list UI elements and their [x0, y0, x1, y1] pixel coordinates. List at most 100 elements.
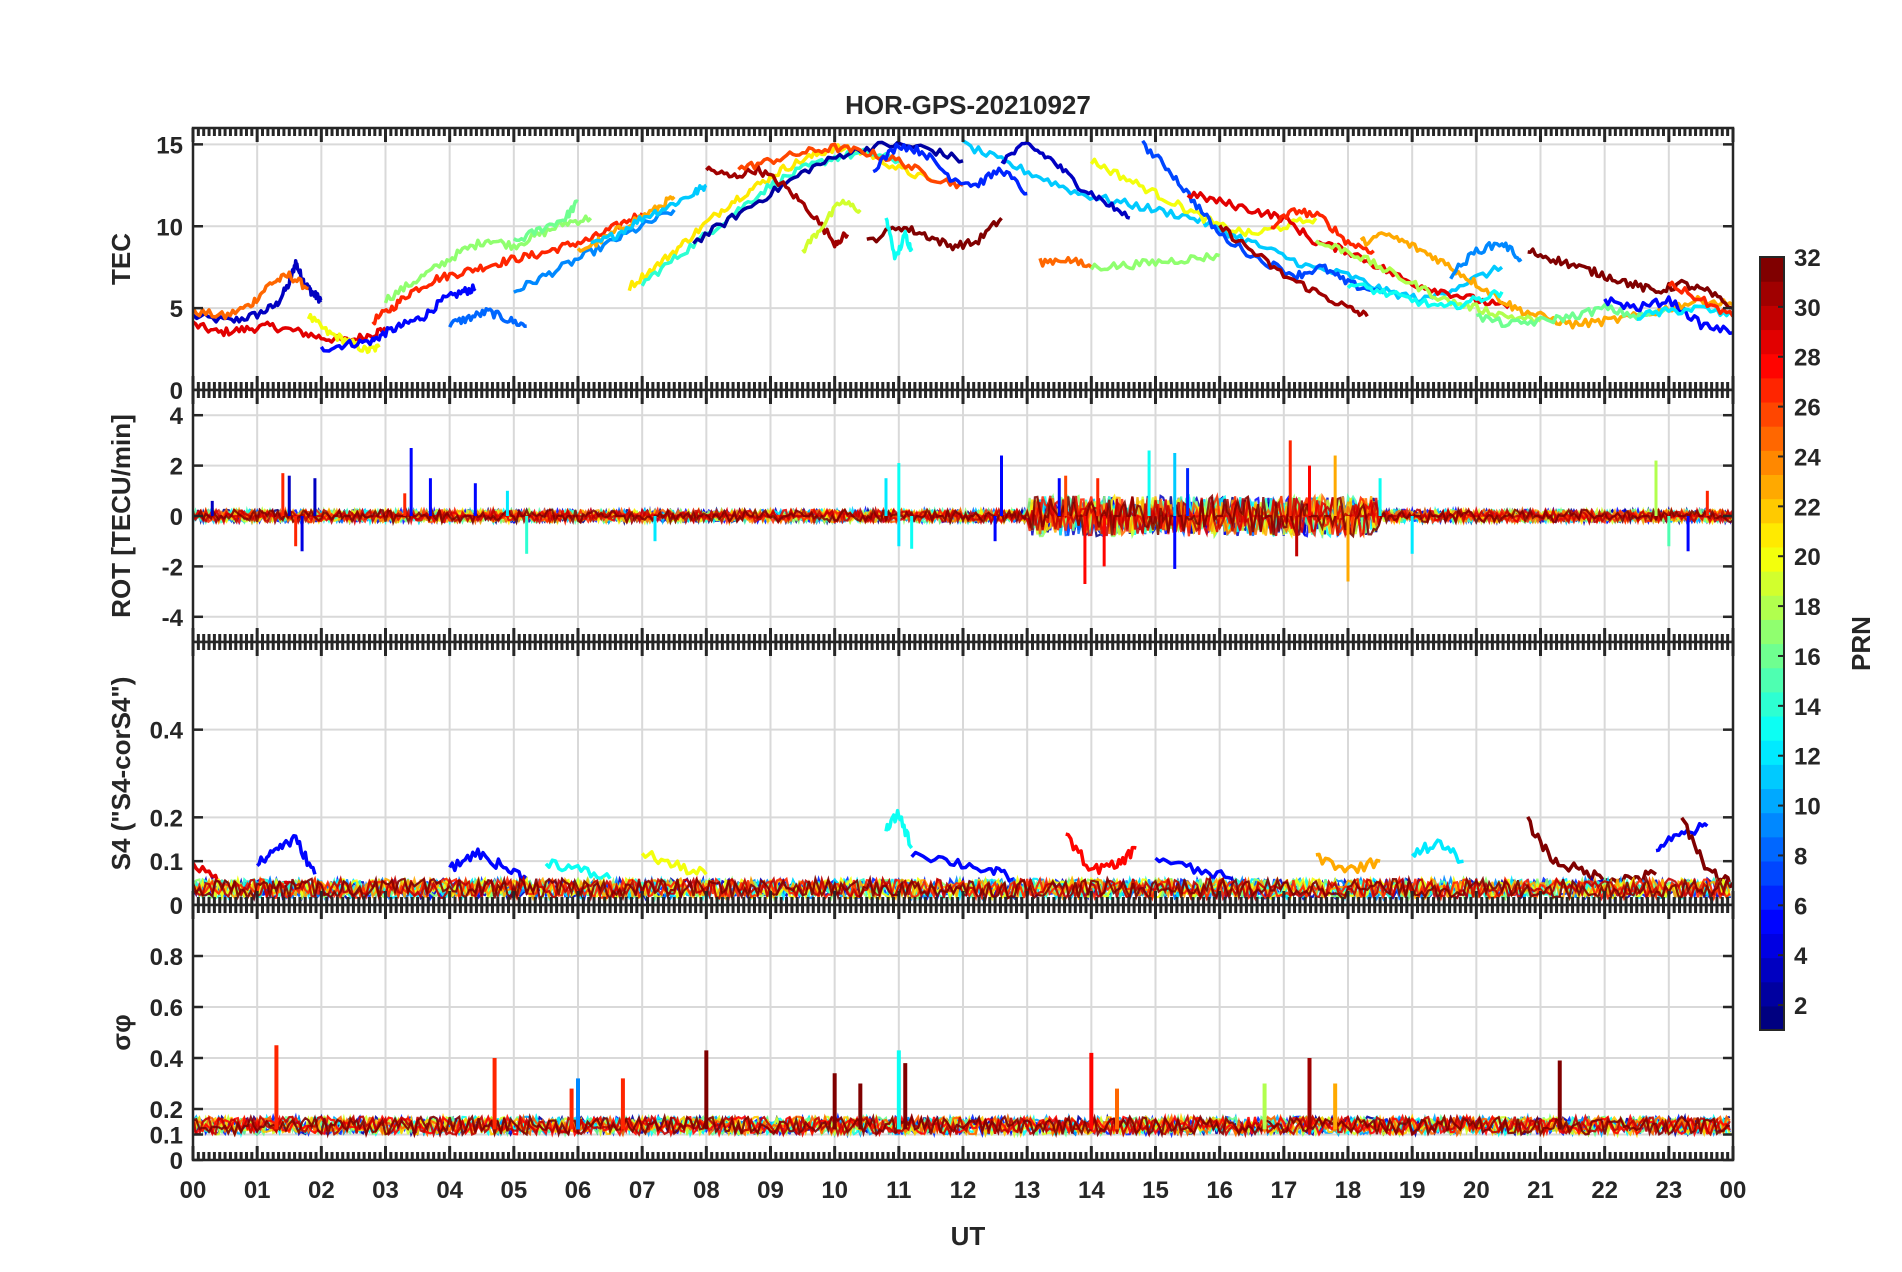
y-tick-label: 0.4	[150, 1046, 184, 1073]
panel-data	[193, 139, 1733, 355]
y-tick-label: 5	[170, 296, 183, 323]
colorbar-tick-label: 28	[1794, 345, 1821, 372]
chart-title: HOR-GPS-20210927	[845, 90, 1091, 120]
series-line-prn-9	[1449, 241, 1523, 280]
colorbar-step	[1760, 353, 1784, 379]
colorbar-step	[1760, 909, 1784, 934]
x-tick-label: 03	[372, 1177, 399, 1204]
rot-noise-prn-32	[193, 493, 1733, 539]
series-line-prn-11	[590, 183, 708, 245]
colorbar-tick-label: 12	[1794, 744, 1821, 771]
series-line-prn-5	[910, 850, 1015, 883]
x-tick-label: 08	[693, 1177, 720, 1204]
x-tick-label: 07	[629, 1177, 656, 1204]
x-tick-label: 22	[1591, 1177, 1618, 1204]
x-tick-label: 15	[1142, 1177, 1169, 1204]
x-tick-label: 20	[1463, 1177, 1490, 1204]
series-line-prn-5	[256, 833, 317, 875]
colorbar-tick-label: 24	[1794, 444, 1821, 471]
colorbar-tick-label: 16	[1794, 644, 1821, 671]
x-tick-label: 23	[1655, 1177, 1682, 1204]
panel-sigma_phi: 00.10.2 0.4 0.6 0.8 σφ	[106, 903, 1735, 1175]
series-line-prn-5	[1655, 821, 1709, 853]
series-line-prn-23	[1315, 852, 1381, 875]
series-line-prn-25	[1038, 255, 1093, 269]
x-tick-label: 10	[821, 1177, 848, 1204]
colorbar-step	[1760, 257, 1784, 282]
colorbar-step	[1760, 667, 1784, 693]
colorbar-tick-label: 18	[1794, 594, 1821, 621]
series-line-prn-13	[884, 217, 914, 261]
series-line-prn-32	[1680, 816, 1733, 889]
x-axis-label: UT	[951, 1221, 986, 1251]
series-line-prn-5	[1154, 856, 1233, 881]
x-tick-label: 12	[950, 1177, 977, 1204]
series-line-prn-26	[737, 142, 964, 190]
x-tick-label: 02	[308, 1177, 335, 1204]
series-line-prn-23	[576, 195, 676, 253]
colorbar-step	[1760, 933, 1784, 959]
colorbar-tick-label: 4	[1794, 943, 1808, 970]
colorbar-step	[1760, 836, 1784, 862]
colorbar-step	[1760, 764, 1784, 790]
colorbar-tick-label: 32	[1794, 245, 1821, 272]
y-axis-label-sigma_phi: σφ	[106, 1014, 136, 1050]
colorbar-frame	[1759, 256, 1785, 1031]
y-tick-label: -4	[162, 605, 184, 632]
colorbar-tick-label: 10	[1794, 794, 1821, 821]
y-tick-label: 0	[170, 504, 183, 531]
y-axis-label-s4: S4 ("S4-corS4")	[106, 677, 136, 871]
colorbar-tick-label: 30	[1794, 295, 1821, 322]
x-tick-label: 13	[1014, 1177, 1041, 1204]
series-line-prn-13	[884, 808, 914, 850]
x-tick-label: 06	[565, 1177, 592, 1204]
x-tick-label: 01	[244, 1177, 271, 1204]
y-tick-label: 0	[170, 378, 183, 405]
x-tick-label: 17	[1270, 1177, 1297, 1204]
colorbar-tick-label: 14	[1794, 694, 1821, 721]
panel-rot: -4 -2 0 2 4 ROT [TECU/min]	[106, 388, 1735, 644]
colorbar-step	[1760, 715, 1784, 741]
panel-s4: 0 0.1 0.2 0.4 S4 ("S4-corS4")	[106, 640, 1735, 920]
y-tick-label: 15	[156, 132, 183, 159]
series-line-prn-17	[1089, 252, 1221, 272]
panel-data	[193, 808, 1733, 903]
series-line-prn-5	[448, 847, 528, 883]
colorbar-step	[1760, 305, 1784, 331]
colorbar-step	[1760, 957, 1784, 983]
series-line-prn-19	[801, 198, 862, 254]
x-tick-label: 11	[886, 1177, 911, 1204]
x-tick-label: 14	[1078, 1177, 1105, 1204]
series-line-prn-8	[448, 307, 527, 328]
x-tick-label: 21	[1527, 1177, 1554, 1204]
x-tick-label: 05	[500, 1177, 527, 1204]
series-line-prn-27	[1667, 280, 1733, 318]
sigma-noise-prn-30	[193, 1113, 1731, 1139]
colorbar-step	[1760, 474, 1784, 500]
colorbar-step	[1760, 740, 1784, 765]
s4-noise-prn-32	[193, 874, 1731, 903]
colorbar-tick-label: 8	[1794, 843, 1807, 870]
y-tick-label: 0.2	[150, 805, 183, 832]
series-line-prn-6	[872, 142, 1028, 196]
colorbar-tick-label: 2	[1794, 993, 1807, 1020]
series-line-prn-27	[1270, 207, 1375, 255]
y-tick-label: 0.1	[150, 849, 183, 876]
colorbar-step	[1760, 981, 1784, 1007]
y-tick-label: 0.2	[150, 1097, 183, 1124]
series-line-prn-12	[1410, 838, 1464, 864]
series-line-prn-3	[1000, 140, 1131, 220]
panel-data	[193, 440, 1733, 585]
colorbar-step	[1760, 1005, 1784, 1031]
y-tick-label: 0.6	[150, 995, 183, 1022]
series-line-prn-18	[1314, 239, 1542, 326]
y-tick-label: 0.4	[150, 718, 184, 745]
series-line-prn-31	[705, 163, 850, 249]
colorbar-tick-label: 22	[1794, 494, 1821, 521]
series-line-prn-27	[371, 212, 644, 326]
colorbar-step	[1760, 426, 1784, 451]
colorbar-tick-label: 6	[1794, 893, 1807, 920]
series-line-prn-13	[1346, 282, 1504, 311]
